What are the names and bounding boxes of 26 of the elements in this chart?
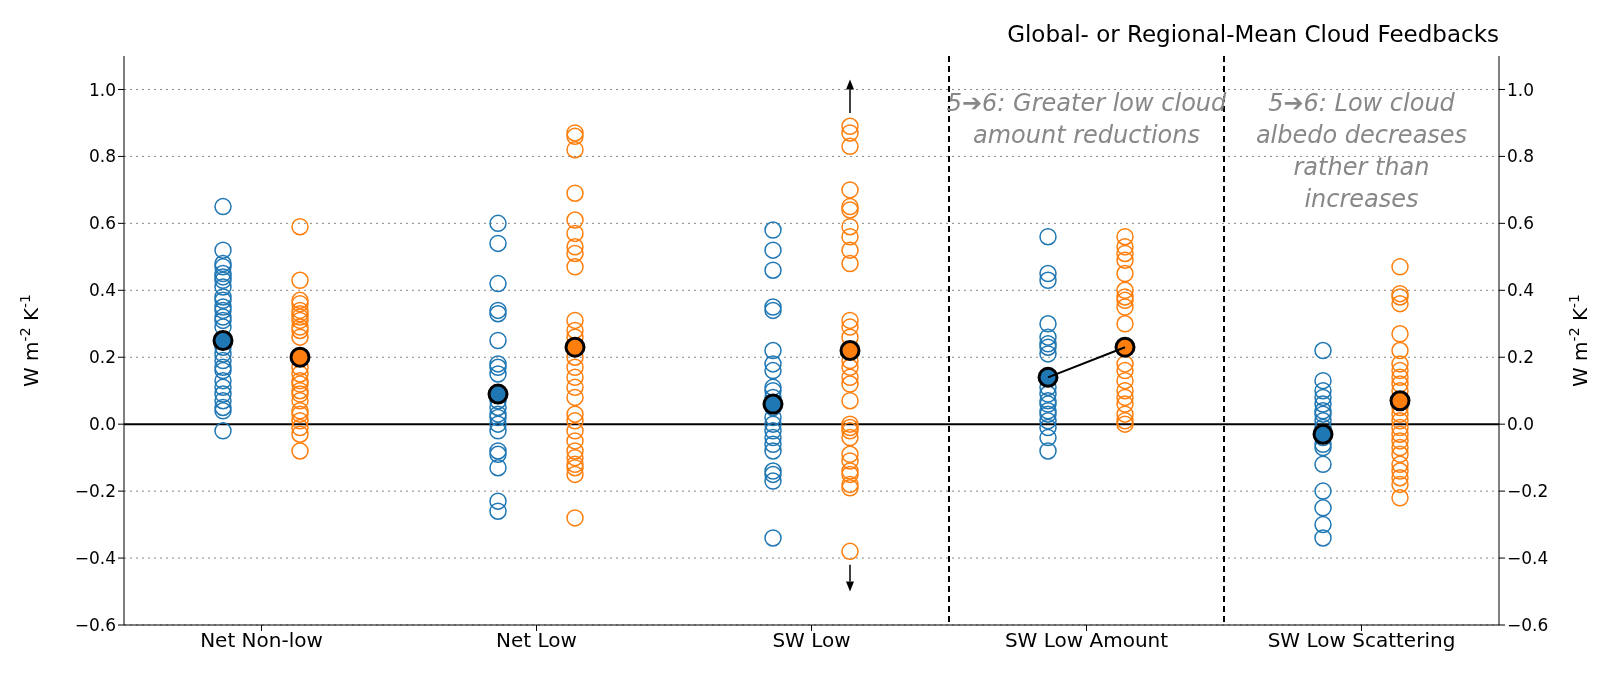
y-tick-label: 0.2 — [88, 347, 116, 368]
annotation: 5➔6: Low cloud albedo decreases rather than increases — [1255, 89, 1468, 213]
x-tick-label: SW Low Scattering — [1267, 628, 1456, 653]
y2-tick-label: −0.4 — [1507, 548, 1549, 569]
y2-tick-label: 1.0 — [1507, 79, 1535, 100]
x-tick-label: SW Low — [772, 628, 851, 653]
y-tick-label: 0.4 — [88, 280, 116, 301]
chart-title: Global- or Regional-Mean Cloud Feedbacks — [1007, 21, 1499, 47]
y2-tick-label: 0.0 — [1507, 414, 1535, 435]
x-tick-label: Net Non-low — [200, 628, 323, 653]
y-tick-label: 1.0 — [88, 79, 116, 100]
y-tick-label: −0.4 — [74, 548, 116, 569]
y2-tick-label: −0.6 — [1507, 615, 1549, 636]
y2-tick-label: 0.4 — [1507, 280, 1535, 301]
x-tick-label: SW Low Amount — [1004, 628, 1169, 653]
y2-tick-label: 0.2 — [1507, 347, 1535, 368]
y-tick-label: −0.6 — [74, 615, 116, 636]
y-tick-label: 0.0 — [88, 414, 116, 435]
x-tick-label: Net Low — [496, 628, 577, 653]
y2-tick-label: 0.8 — [1507, 146, 1535, 167]
y2-tick-label: 0.6 — [1507, 213, 1535, 234]
y-tick-label: 0.6 — [88, 213, 116, 234]
y-tick-label: −0.2 — [74, 481, 116, 502]
y-tick-label: 0.8 — [88, 146, 116, 167]
y2-tick-label: −0.2 — [1507, 481, 1549, 502]
annotation: 5➔6: Greater low cloud amount reductions — [946, 89, 1228, 149]
